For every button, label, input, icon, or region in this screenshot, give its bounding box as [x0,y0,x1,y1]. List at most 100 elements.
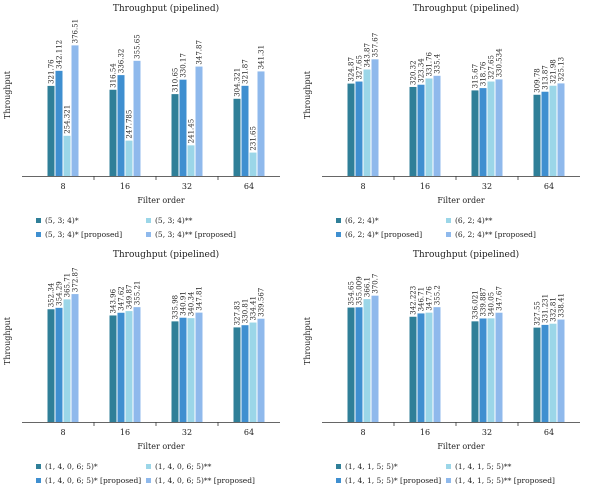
y-axis-label: Throughput [303,316,312,365]
data-label: 347.87 [196,40,204,65]
bar [487,81,495,176]
legend-entry: (1, 4, 1, 5; 5)** [455,462,512,471]
data-label: 342.223 [410,286,418,315]
data-label: 241.45 [188,119,196,144]
bar [549,323,557,422]
bar [257,71,265,176]
bar [533,94,541,176]
x-axis-label: Filter order [437,442,484,451]
bar [179,317,187,422]
bar [355,307,363,422]
bar [347,307,355,422]
bar [433,75,441,176]
bar [63,299,71,422]
data-label: 335.98 [172,295,180,320]
bar [471,321,479,422]
bar [409,86,417,176]
legend-entry: (6, 2; 4)* [proposed] [345,230,422,239]
legend-swatch [146,478,151,483]
data-label: 365.71 [64,273,72,298]
bar [557,83,565,176]
legend-swatch [146,218,151,223]
chart-title: Throughput (pipelined) [413,249,519,260]
data-label: 372.87 [72,268,80,293]
bar [425,78,433,176]
data-label: 355.65 [134,34,142,59]
bar [479,318,487,422]
data-label: 327.65 [356,55,364,80]
x-tick-label: 64 [544,428,554,437]
legend-entry: (1, 4, 0, 6; 5)* [45,462,98,471]
data-label: 309.78 [534,68,542,93]
legend-swatch [146,464,151,469]
bar [63,135,71,176]
bar [417,313,425,422]
chart-title: Throughput (pipelined) [413,3,519,14]
data-label: 349.87 [126,285,134,310]
x-tick-label: 8 [360,428,365,437]
bar [233,98,241,176]
x-axis-label: Filter order [137,196,184,205]
bar [171,321,179,422]
legend-swatch [446,464,451,469]
chart-panel-4: Throughput (pipelined) Throughput 8 16 32 64 3… [303,249,580,485]
data-label: 340.91 [180,291,188,316]
chart-title: Throughput (pipelined) [113,249,219,260]
chart-panel-2: Throughput (pipelined) Throughput 8 16 32 64 3… [303,3,580,239]
bar [233,327,241,422]
data-label: 254.321 [64,105,72,134]
data-label: 324.87 [348,57,356,82]
data-label: 343.87 [364,43,372,68]
data-label: 355.2 [434,285,442,305]
bar [371,295,379,422]
data-label: 327.65 [488,55,496,80]
bar [249,322,257,422]
bar [417,84,425,176]
x-axis-label: Filter order [437,196,484,205]
legend-swatch [446,478,451,483]
legend-entry: (5, 3; 4)* [proposed] [45,230,122,239]
chart-title: Throughput (pipelined) [113,3,219,14]
y-axis-label: Throughput [303,70,312,119]
bar [47,309,55,422]
data-label: 347.67 [496,286,504,311]
x-axis-label: Filter order [137,442,184,451]
data-label: 336.32 [118,49,126,74]
bar [171,94,179,176]
y-axis-label: Throughput [3,316,12,365]
bar [257,318,265,422]
legend-entry: (1, 4, 1, 5; 5)* [345,462,398,471]
legend-swatch [336,232,341,237]
data-label: 321.76 [48,59,56,84]
x-tick-label: 8 [360,182,365,191]
data-label: 347.81 [196,286,204,311]
bar [133,307,141,422]
data-label: 341.31 [258,45,266,70]
data-label: 332.81 [550,297,558,322]
data-label: 323.34 [418,58,426,83]
x-tick-label: 16 [120,428,130,437]
data-label: 335.4 [434,53,442,74]
data-label: 231.65 [250,126,258,151]
data-label: 331.76 [426,51,434,76]
x-tick-label: 16 [420,182,430,191]
legend-swatch [336,478,341,483]
data-label: 330.534 [496,48,504,77]
data-label: 334.41 [250,296,258,321]
bar [363,69,371,176]
legend-swatch [336,464,341,469]
bar [55,307,63,422]
bar [117,75,125,176]
bar [133,60,141,176]
legend-swatch [336,218,341,223]
bar [363,299,371,422]
legend-swatch [146,232,151,237]
data-label: 376.51 [72,19,80,44]
data-label: 338.41 [558,293,566,318]
data-label: 318.76 [480,61,488,86]
x-tick-label: 64 [244,182,254,191]
data-label: 347.76 [426,286,434,311]
bar [471,90,479,176]
legend-entry: (1, 4, 0, 6; 5)** [155,462,212,471]
